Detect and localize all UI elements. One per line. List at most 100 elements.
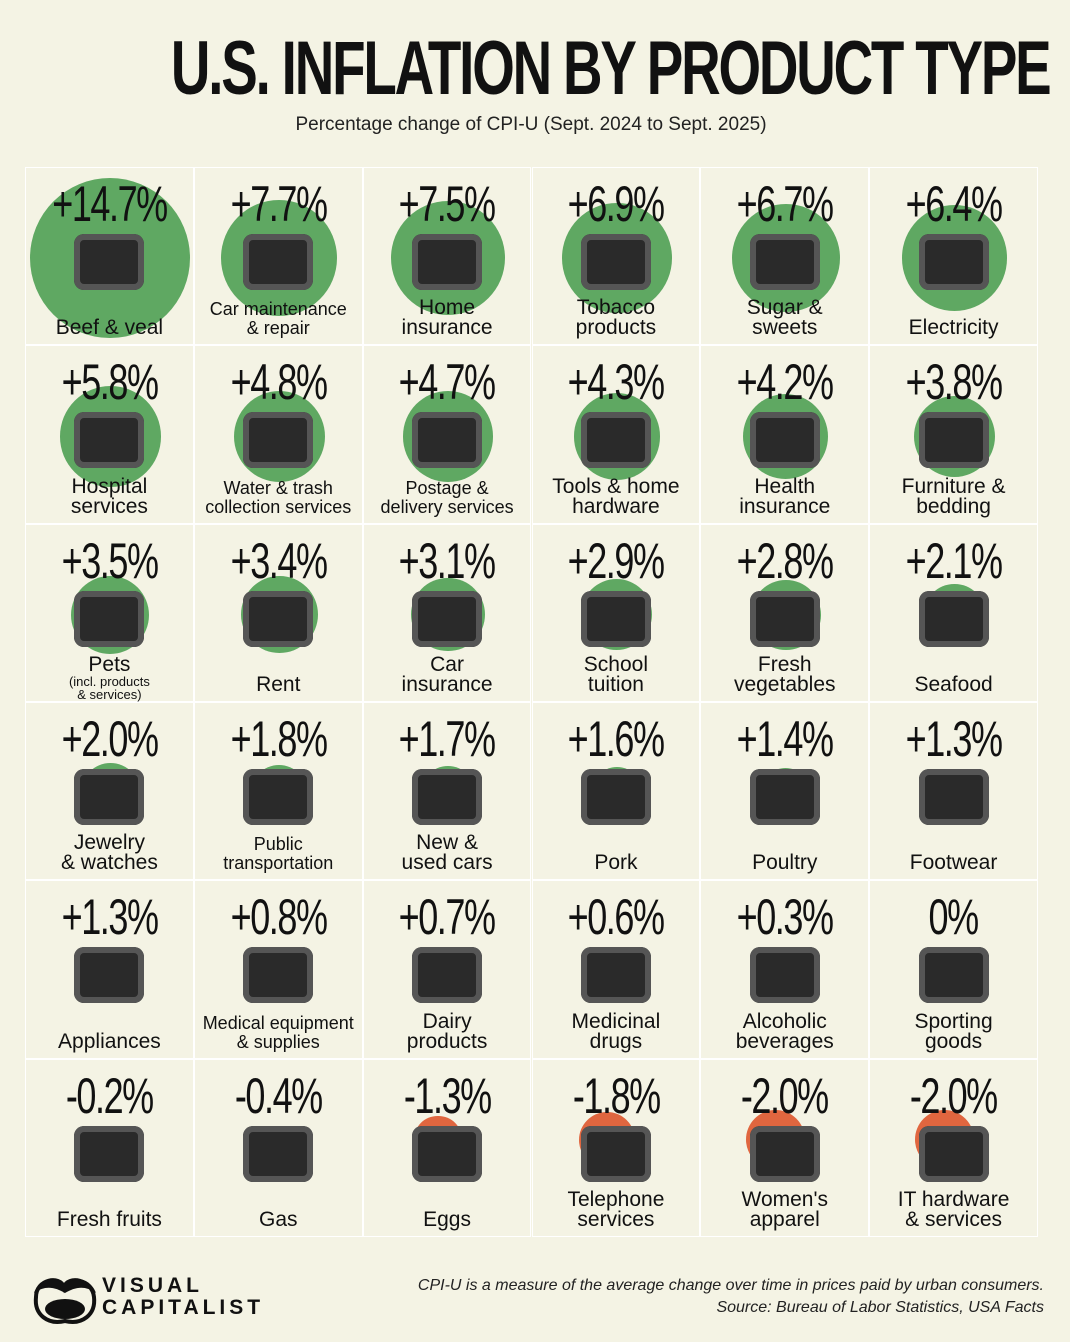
- category-label: Jewelry & watches: [60, 831, 158, 875]
- phone-icon: [580, 1125, 651, 1182]
- category-cell: +2.9% School tuition: [531, 523, 701, 702]
- category-cell: +0.8% Medical equipment & supplies: [193, 880, 363, 1059]
- visual-capitalist-logo: VISUAL CAPITALIST: [30, 1271, 260, 1327]
- category-label: Telephone services: [567, 1187, 665, 1231]
- computer-tower-icon: [918, 1125, 989, 1182]
- category-label: Tobacco products: [575, 296, 657, 340]
- category-cell: +1.4% Poultry: [700, 702, 870, 881]
- first-aid-kit-icon: [243, 947, 314, 1004]
- boxing-gloves-icon: [918, 947, 989, 1004]
- category-label: Fresh vegetables: [733, 652, 836, 696]
- category-cell: 0% Sporting goods: [869, 880, 1038, 1059]
- category-label: Furniture & bedding: [901, 474, 1006, 518]
- category-label: Electricity: [908, 316, 999, 340]
- value-label: -1.3%: [403, 1067, 492, 1124]
- category-cell: +3.5% Pets (incl. products & services): [25, 523, 194, 702]
- sneakers-icon: [918, 769, 989, 825]
- category-cell: +3.8% Furniture & bedding: [869, 345, 1038, 524]
- value-label: 0%: [928, 889, 980, 946]
- steak-icon: [74, 234, 145, 290]
- egg-carton-icon: [412, 1125, 483, 1182]
- value-label: +6.9%: [567, 176, 665, 232]
- value-label: +3.5%: [61, 532, 158, 589]
- category-cell: +1.7% New & used cars: [362, 702, 532, 881]
- value-label: +1.4%: [736, 711, 834, 767]
- category-label: Health insurance: [739, 474, 831, 518]
- value-label: +1.8%: [230, 711, 327, 767]
- category-cell: -1.3% Eggs: [362, 1058, 532, 1237]
- blender-icon: [74, 947, 145, 1004]
- inflation-grid: +14.7% Beef & veal +7.7% Car maintenance & r…: [25, 167, 1038, 1237]
- category-cell: +1.3% Appliances: [25, 880, 194, 1059]
- category-label: Dairy products: [406, 1009, 488, 1053]
- category-cell: +6.9% Tobacco products: [531, 167, 701, 346]
- value-label: -0.4%: [234, 1067, 323, 1124]
- category-cell: -2.0% IT hardware & services: [869, 1058, 1038, 1237]
- value-label: +6.4%: [905, 176, 1003, 232]
- category-label: Appliances: [58, 1029, 161, 1053]
- category-label: Tools & home hardware: [552, 474, 680, 518]
- value-label: +2.1%: [905, 532, 1003, 589]
- category-cell: +7.5% Home insurance: [362, 167, 532, 346]
- value-label: +2.0%: [61, 711, 158, 767]
- category-label: Footwear: [909, 851, 998, 875]
- category-cell: +1.3% Footwear: [869, 702, 1038, 881]
- value-label: +3.8%: [905, 354, 1003, 411]
- value-label: +14.7%: [52, 176, 168, 232]
- pepper-icon: [749, 590, 820, 647]
- page-title: U.S. INFLATION BY PRODUCT TYPE: [170, 26, 1052, 111]
- value-label: +0.3%: [736, 889, 834, 946]
- value-label: +1.3%: [905, 711, 1003, 767]
- value-label: +0.6%: [567, 889, 665, 946]
- category-cell: +0.6% Medicinal drugs: [531, 880, 701, 1059]
- value-label: +5.8%: [61, 354, 158, 411]
- category-label: Car maintenance & repair: [209, 299, 347, 339]
- category-cell: +4.2% Health insurance: [700, 345, 870, 524]
- source-text: Source: Bureau of Labor Statistics, USA …: [716, 1299, 1044, 1316]
- category-cell: +6.7% Sugar & sweets: [700, 167, 870, 346]
- logo-line-2: CAPITALIST: [102, 1296, 265, 1319]
- cpi-definition: CPI-U is a measure of the average change…: [417, 1277, 1044, 1294]
- bottle-icon: [749, 947, 820, 1004]
- category-label: Pork: [594, 851, 638, 875]
- category-label: Alcoholic beverages: [735, 1009, 834, 1053]
- value-label: +4.2%: [736, 354, 834, 411]
- chair-icon: [918, 412, 989, 469]
- value-label: +7.7%: [230, 176, 327, 232]
- category-label: Car insurance: [401, 652, 493, 696]
- fish-steak-icon: [918, 590, 989, 647]
- value-label: +0.7%: [399, 889, 496, 946]
- category-cell: +14.7% Beef & veal: [25, 167, 194, 346]
- category-label: Public transportation: [223, 834, 334, 874]
- mangosteen-icon: [74, 1125, 145, 1182]
- value-label: +4.7%: [399, 354, 496, 411]
- category-cell: +6.4% Electricity: [869, 167, 1038, 346]
- category-label: Seafood: [914, 672, 993, 696]
- category-label: Water & trash collection services: [205, 477, 352, 517]
- category-cell: +4.3% Tools & home hardware: [531, 345, 701, 524]
- logo-line-1: VISUAL: [102, 1274, 204, 1297]
- value-label: -2.0%: [910, 1067, 998, 1124]
- category-cell: +2.1% Seafood: [869, 523, 1038, 702]
- value-label: +7.5%: [399, 176, 496, 232]
- cheese-icon: [412, 947, 483, 1004]
- tool-case-icon: [580, 412, 651, 469]
- category-label: Home insurance: [401, 296, 493, 340]
- value-label: +4.3%: [567, 354, 665, 411]
- chicken-icon: [749, 769, 820, 825]
- cat-icon: [74, 590, 145, 647]
- category-cell: +0.3% Alcoholic beverages: [700, 880, 870, 1059]
- binoculars-logo-icon: [33, 1278, 97, 1324]
- category-cell: -1.8% Telephone services: [531, 1058, 701, 1237]
- category-cell: +3.4% Rent: [193, 523, 363, 702]
- category-label: Medical equipment & supplies: [202, 1012, 354, 1052]
- footer-note: CPI-U is a measure of the average change…: [418, 1275, 1044, 1319]
- train-sign-icon: [243, 769, 314, 825]
- books-icon: [580, 590, 651, 647]
- value-label: -1.8%: [572, 1067, 660, 1124]
- category-label: Postage & delivery services: [380, 477, 514, 517]
- house-icon: [243, 590, 314, 647]
- toolbox-icon: [243, 234, 314, 290]
- fuel-nozzle-icon: [243, 1125, 314, 1182]
- category-cell: +1.6% Pork: [531, 702, 701, 881]
